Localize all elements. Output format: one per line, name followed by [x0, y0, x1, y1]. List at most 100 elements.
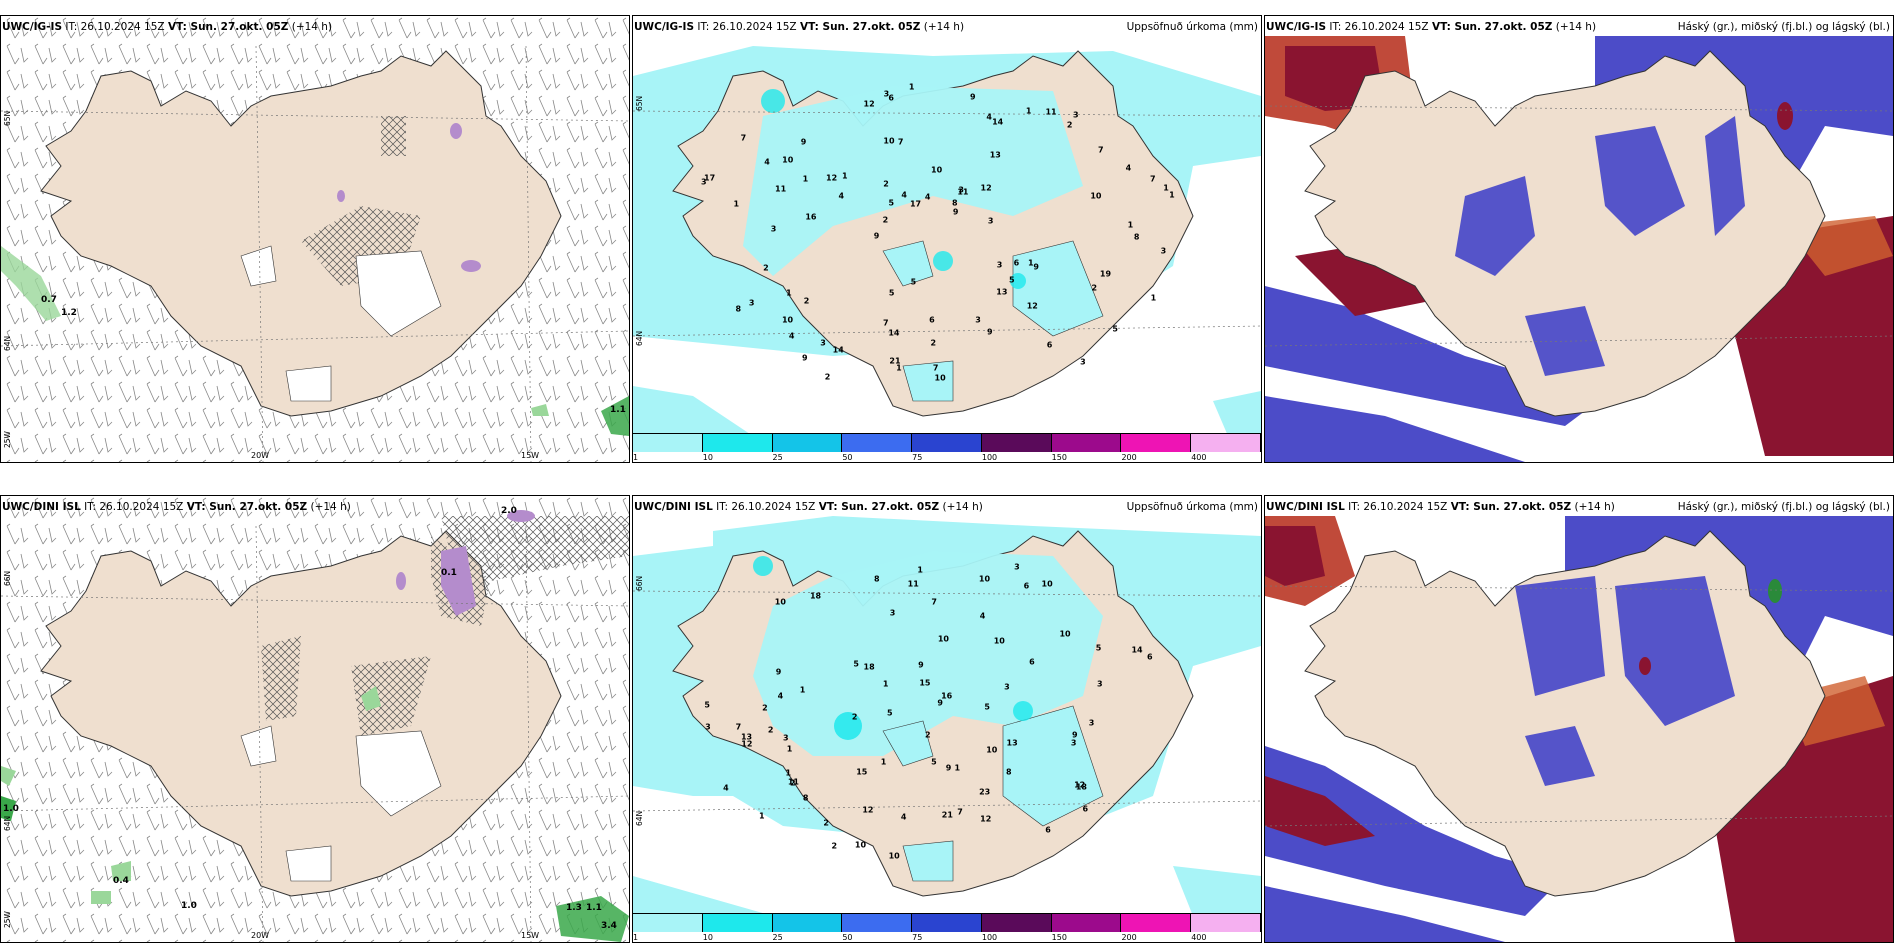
precip-value-label: 3 [883, 89, 890, 99]
issue-time: IT: 26.10.2024 15Z [1329, 21, 1429, 33]
precip-value-label: 3 [996, 260, 1003, 270]
precip-value-label: 2 [882, 215, 889, 225]
panel-header: UWC/DINI ISL IT: 26.10.2024 15Z VT: Sun.… [1, 496, 629, 518]
precip-value-label: 2 [767, 725, 774, 735]
precip-value-label: 12 [1074, 780, 1086, 790]
precip-value-label: 1 [1169, 190, 1175, 200]
lon-label: 20W [251, 451, 270, 460]
precip-value-label: 2 [925, 730, 931, 740]
colorbar-swatch [633, 914, 703, 932]
wind-gust-label: 0.1 [441, 568, 457, 578]
precip-value-label: 3 [1073, 110, 1079, 120]
lead-time: (+14 h) [1555, 21, 1597, 33]
precip-value-label: 9 [987, 327, 993, 337]
precip-value-label: 21 [941, 810, 953, 820]
panel-header: UWC/IG-IS IT: 26.10.2024 15Z VT: Sun. 27… [1265, 16, 1893, 38]
wind-map-panel-igis: UWC/IG-IS IT: 26.10.2024 15Z VT: Sun. 27… [0, 15, 630, 463]
precip-value-label: 4 [723, 783, 729, 793]
precip-value-label: 2 [824, 372, 831, 382]
precip-value-label: 7 [957, 807, 963, 817]
precip-value-label: 18 [1075, 782, 1087, 792]
lead-time: (+14 h) [291, 21, 333, 33]
lon-label: 20W [251, 931, 270, 940]
colorbar-swatch [842, 434, 913, 452]
colorbar-swatch [772, 434, 843, 452]
model-name: UWC/DINI ISL [2, 501, 81, 513]
model-name: UWC/IG-IS [634, 21, 695, 33]
lead-time: (+14 h) [310, 501, 351, 513]
precip-value-label: 5 [853, 659, 860, 669]
precip-value-label: 1 [842, 171, 848, 181]
colorbar-tick-label: 1 [633, 453, 639, 462]
colorbar-swatch [702, 914, 773, 932]
colorbar-swatch [633, 434, 703, 452]
precip-value-label: 1 [1150, 293, 1157, 303]
panel-header: UWC/IG-IS IT: 26.10.2024 15Z VT: Sun. 27… [633, 16, 1261, 38]
precip-value-label: 13 [740, 732, 753, 742]
model-name: UWC/DINI ISL [1266, 501, 1345, 513]
precip-value-label: 2 [762, 703, 768, 713]
precip-value-label: 4 [924, 192, 931, 202]
colorbar-swatch [702, 434, 773, 452]
precip-value-label: 10 [883, 136, 895, 146]
lat-label: 66N [3, 570, 12, 586]
colorbar-tick-label: 25 [772, 453, 783, 462]
precip-value-label: 18 [809, 591, 822, 601]
colorbar-swatch [1191, 434, 1261, 452]
precip-value-label: 9 [918, 660, 924, 670]
precip-value-label: 1 [917, 565, 924, 575]
precip-value-label: 6 [1146, 652, 1153, 662]
lat-label: 64N [3, 815, 12, 831]
precip-value-label: 1 [1027, 258, 1034, 268]
colorbar-tick-label: 100 [981, 453, 998, 462]
iceland-landmass [40, 50, 562, 417]
colorbar-tick-label: 150 [1051, 933, 1067, 942]
precip-value-label: 7 [1149, 174, 1156, 184]
lat-label: 64N [635, 330, 644, 346]
colorbar-swatch [981, 434, 1052, 452]
cloud-map [1265, 16, 1893, 462]
lat-label: 25W [3, 431, 12, 448]
map-title: Háský (gr.), miðský (fj.bl.) og lágský (… [1677, 501, 1890, 513]
colorbar-swatch [912, 914, 982, 932]
precip-value-label: 2 [1091, 283, 1098, 293]
colorbar-swatch [1051, 434, 1122, 452]
precip-value-label: 10 [937, 634, 949, 644]
precip-value-label: 11 [787, 777, 799, 787]
lon-label: 15W [521, 931, 540, 940]
precip-value-label: 1 [1127, 220, 1134, 230]
precip-value-label: 4 [979, 611, 986, 621]
precip-value-label: 10 [934, 373, 946, 383]
precip-value-label: 4 [901, 190, 907, 200]
precip-value-label: 9 [1071, 730, 1078, 740]
wind-gust-label: 0.7 [41, 295, 57, 305]
precip-value-label: 9 [802, 353, 808, 363]
colorbar-tick-label: 10 [702, 453, 713, 462]
precip-value-label: 1 [880, 757, 887, 767]
colorbar: 1 10 25 50 75 100 150 200 400 [633, 433, 1261, 462]
precip-value-label: 14 [1131, 645, 1143, 655]
precip-value-label: 12 [980, 814, 992, 824]
precip-value-label: 12 [980, 183, 992, 193]
cloud-map-panel-dini: UWC/DINI ISL IT: 26.10.2024 15Z VT: Sun.… [1264, 495, 1894, 943]
precip-map [633, 16, 1261, 462]
precip-value-label: 6 [1013, 258, 1020, 268]
precip-value-label: 3 [1097, 679, 1103, 689]
lat-label: 64N [635, 810, 644, 826]
precip-value-label: 9 [937, 698, 943, 708]
model-name: UWC/DINI ISL [634, 501, 713, 513]
precip-value-label: 2 [930, 338, 937, 348]
wind-gust-label: 1.3 [566, 903, 582, 913]
colorbar: 1 10 25 50 75 100 150 200 400 [633, 913, 1261, 942]
colorbar-tick-label: 50 [842, 933, 853, 942]
precip-value-label: 6 [1029, 657, 1035, 667]
precip-value-label: 17 [704, 173, 716, 183]
precip-value-label: 3 [770, 224, 777, 234]
lead-time: (+14 h) [1574, 501, 1615, 513]
precip-value-label: 9 [775, 667, 782, 677]
colorbar-swatch [912, 434, 982, 452]
colorbar-tick-label: 200 [1121, 453, 1137, 462]
cloud-map [1265, 496, 1893, 942]
precip-value-label: 3 [748, 298, 755, 308]
issue-time: IT: 26.10.2024 15Z [84, 501, 184, 513]
